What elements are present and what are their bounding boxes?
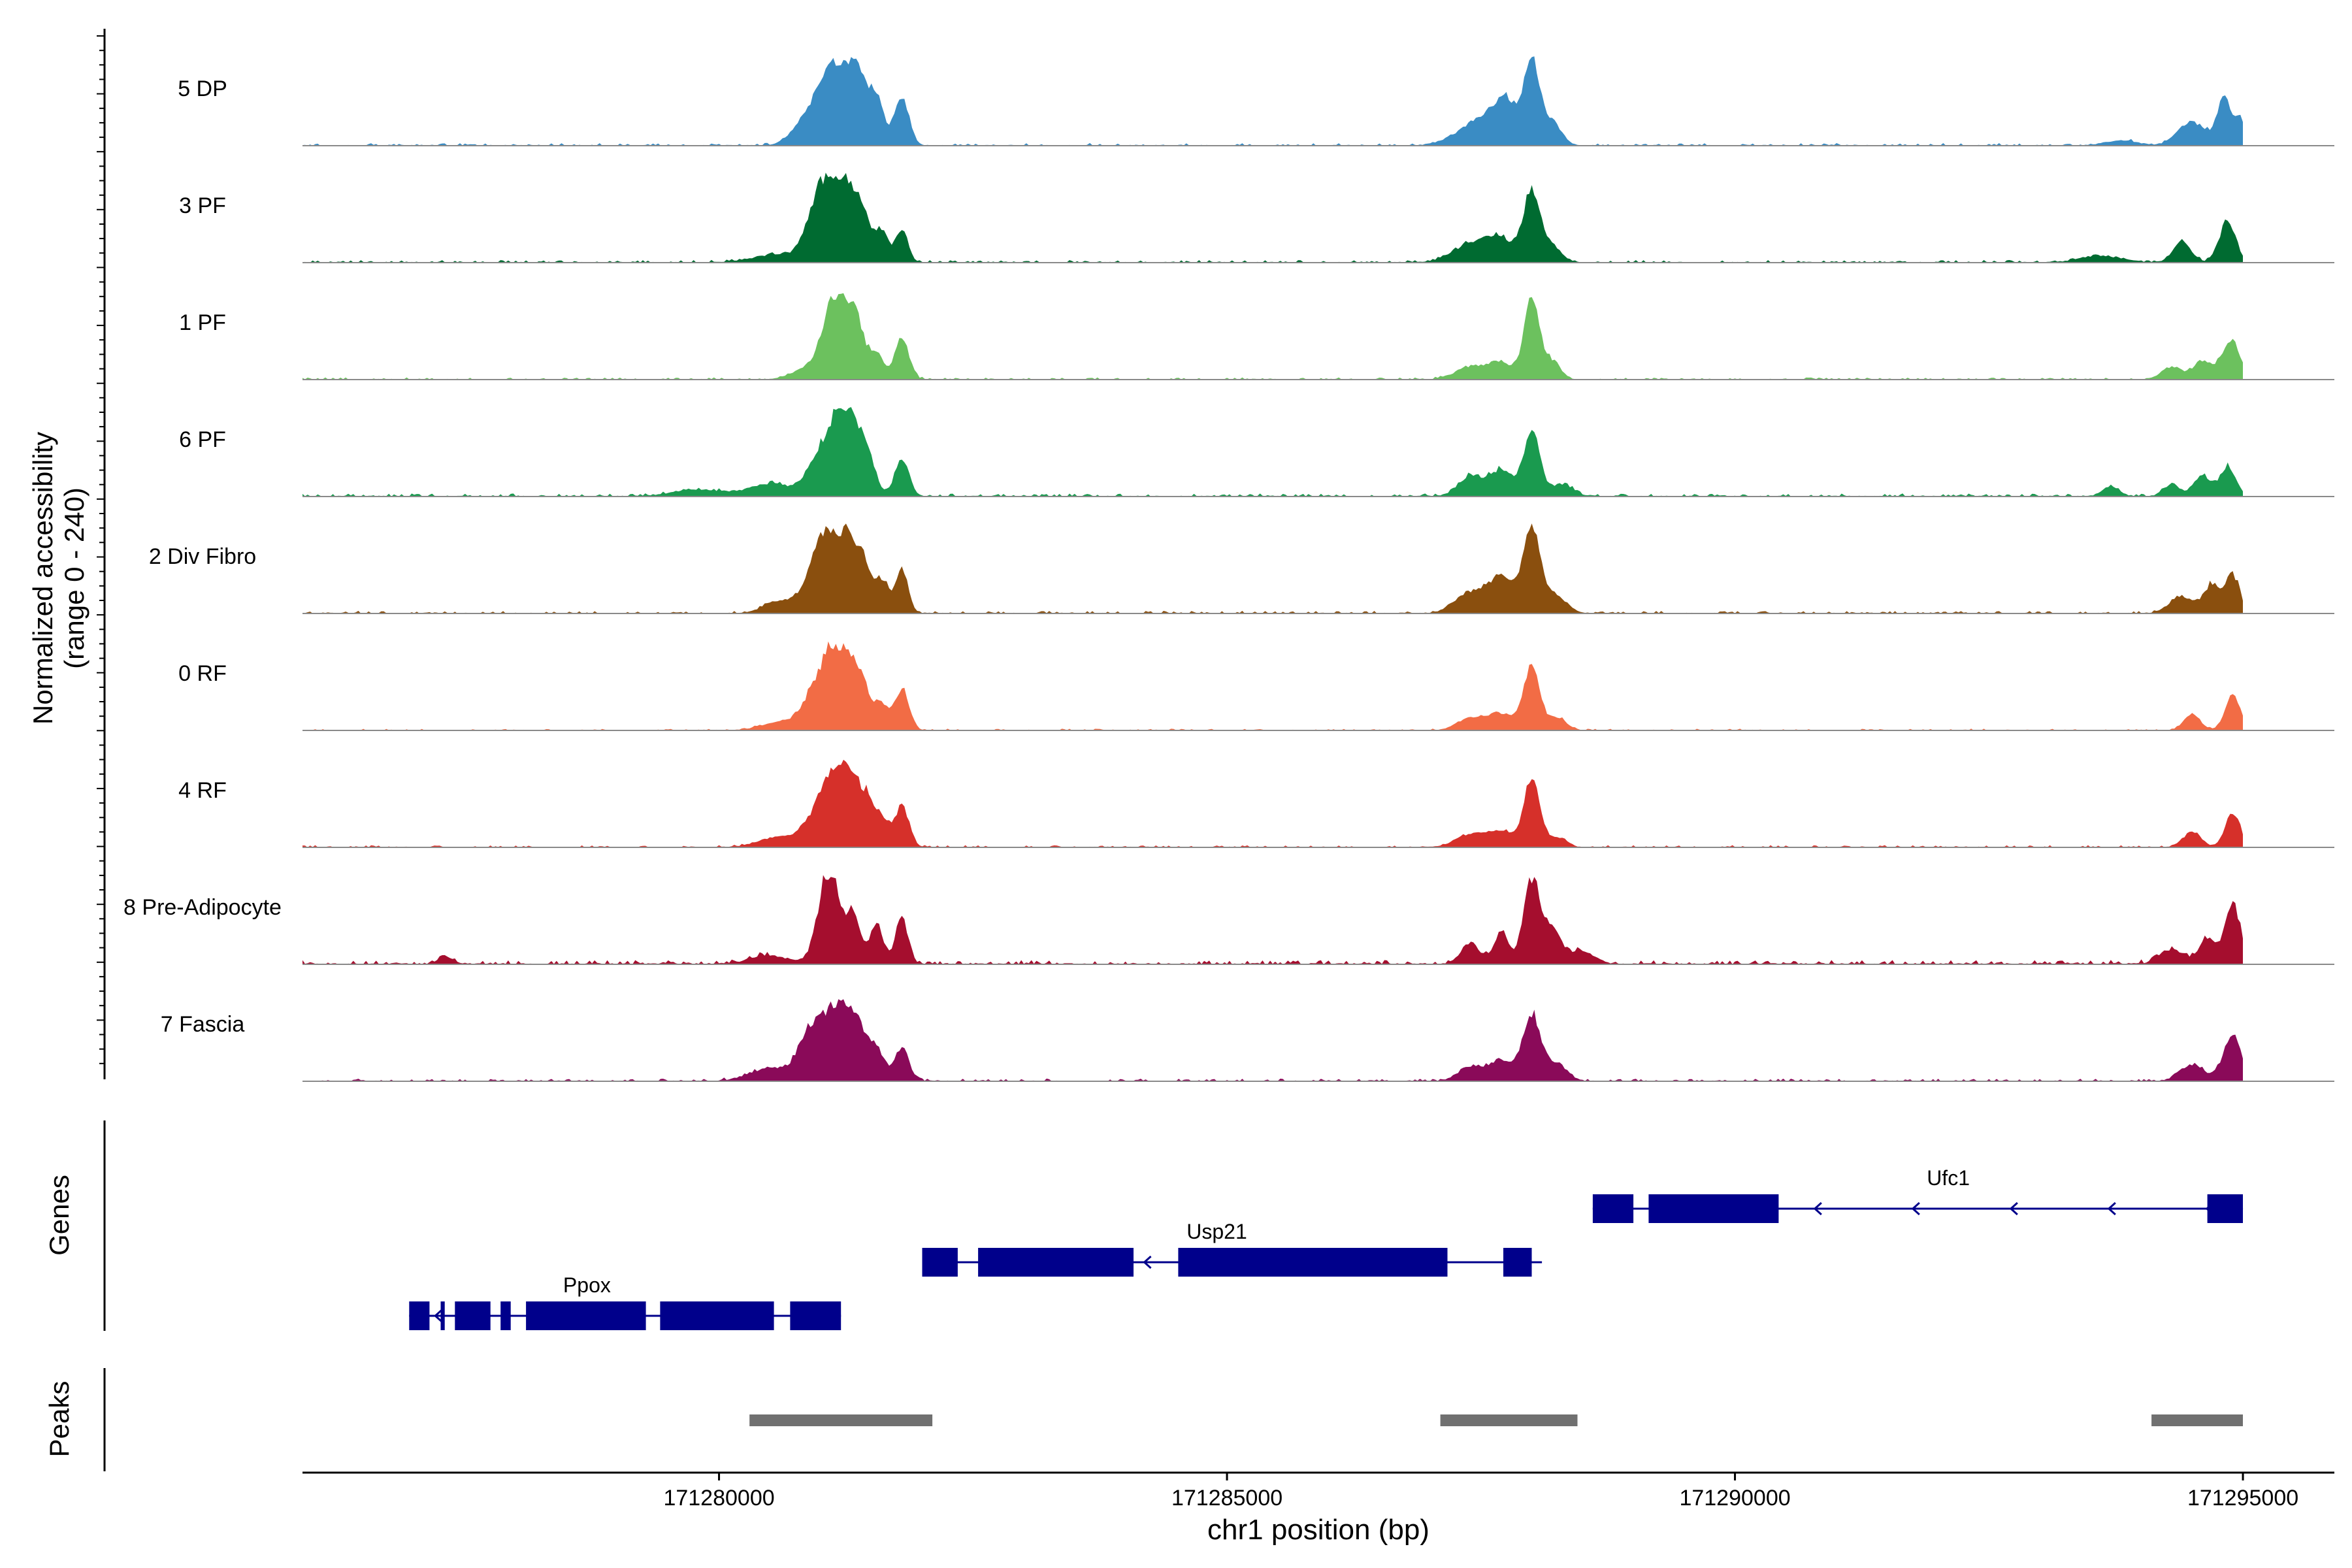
coverage-area-4 [302, 523, 2243, 613]
peak-regions [749, 1414, 2243, 1426]
exon-usp21-1 [978, 1248, 1134, 1277]
exon-ufc1-1 [1648, 1194, 1779, 1223]
strand-arrow [434, 1309, 443, 1323]
exon-ppox-4 [526, 1301, 646, 1330]
peak-region-1 [1440, 1414, 1578, 1426]
coverage-y-ticks [97, 35, 105, 1064]
x-tick-label-0: 171280000 [663, 1486, 774, 1511]
coverage-area-3 [302, 407, 2243, 497]
peak-region-0 [749, 1414, 933, 1426]
exon-ppox-6 [790, 1301, 841, 1330]
exon-ppox-2 [455, 1301, 491, 1330]
peaks-panel-label: Peaks [44, 1381, 74, 1458]
track-label-6: 4 RF [178, 778, 227, 803]
exon-ppox-1 [440, 1301, 445, 1330]
gene-name-usp21: Usp21 [1186, 1220, 1247, 1243]
strand-arrow [1143, 1255, 1152, 1269]
gene-name-ppox: Ppox [563, 1273, 611, 1297]
y-axis-label-range: (range 0 - 240) [59, 487, 90, 669]
exon-usp21-2 [1178, 1248, 1448, 1277]
x-axis-ticks: 171280000 171285000 171290000 171295000 [663, 1473, 2298, 1511]
exon-usp21-0 [922, 1248, 958, 1277]
coverage-tracks: 5 DP 3 PF 1 PF 6 PF 2 Div Fibro 0 RF 4 RF 8 Pre… [123, 56, 2334, 1082]
strand-arrow [1911, 1201, 1920, 1216]
coverage-area-5 [302, 641, 2243, 730]
coverage-area-7 [302, 875, 2243, 964]
gene-annotations: Ufc1 Usp21 Ppox [409, 1166, 2244, 1330]
gene-name-ufc1: Ufc1 [1927, 1166, 1970, 1190]
track-label-8: 7 Fascia [161, 1012, 245, 1037]
genes-panel-label: Genes [44, 1175, 74, 1256]
track-label-1: 3 PF [179, 193, 226, 218]
exon-ppox-3 [500, 1301, 511, 1330]
exon-ppox-5 [660, 1301, 774, 1330]
coverage-area-0 [302, 56, 2243, 146]
track-label-3: 6 PF [179, 427, 226, 452]
track-label-5: 0 RF [178, 661, 227, 686]
track-label-7: 8 Pre-Adipocyte [123, 895, 282, 920]
strand-arrow [1813, 1201, 1822, 1216]
x-tick-label-2: 171290000 [1679, 1486, 1790, 1511]
x-tick-label-1: 171285000 [1171, 1486, 1282, 1511]
coverage-area-6 [302, 759, 2243, 847]
peak-region-2 [2151, 1414, 2243, 1426]
coverage-area-1 [302, 172, 2243, 263]
track-label-0: 5 DP [178, 76, 227, 101]
coverage-area-2 [302, 293, 2243, 380]
track-label-4: 2 Div Fibro [149, 544, 256, 569]
coverage-area-8 [302, 999, 2243, 1081]
y-axis-label: Normalized accessibility [27, 432, 58, 725]
strand-arrow [2009, 1201, 2018, 1216]
x-tick-label-3: 171295000 [2187, 1486, 2298, 1511]
strand-arrow [2107, 1201, 2116, 1216]
exon-usp21-3 [1503, 1248, 1532, 1277]
exon-ufc1-0 [1592, 1194, 1634, 1223]
exon-ppox-0 [409, 1301, 430, 1330]
track-label-2: 1 PF [179, 310, 226, 335]
exon-ufc1-2 [2207, 1194, 2243, 1223]
x-axis-label: chr1 position (bp) [1207, 1514, 1429, 1546]
